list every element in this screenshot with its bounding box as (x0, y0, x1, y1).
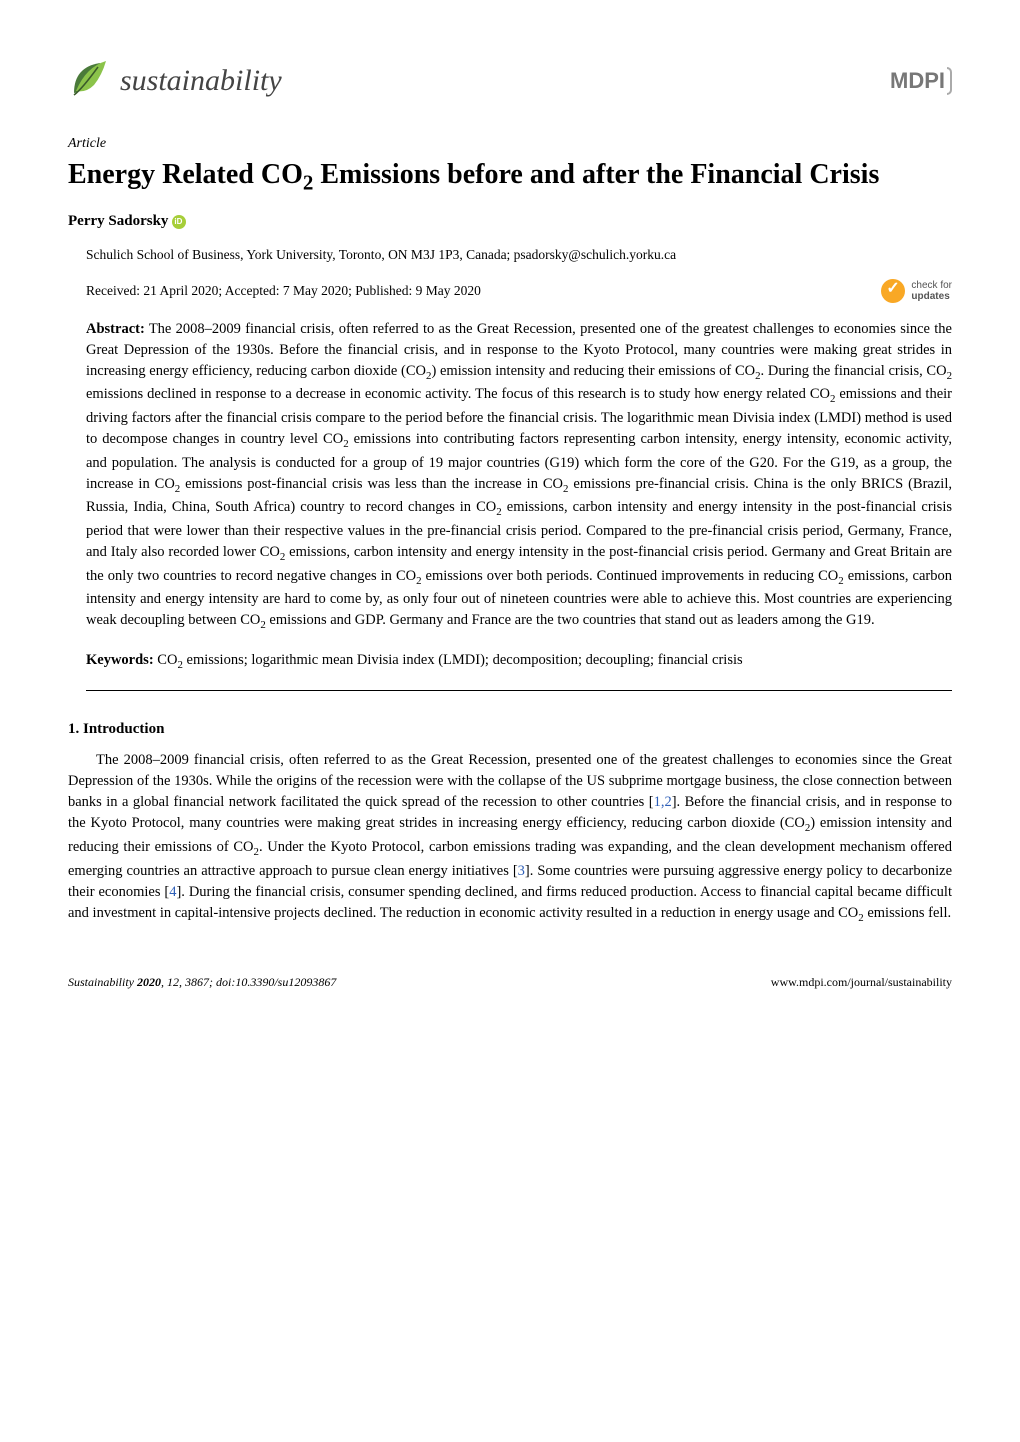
footer-journal-url: www.mdpi.com/journal/sustainability (771, 974, 952, 991)
abstract-text: The 2008–2009 financial crisis, often re… (86, 321, 952, 629)
author-name: Perry Sadorsky (68, 211, 168, 233)
header-row: sustainability MDPI (68, 55, 952, 106)
footer-citation: Sustainability 2020, 12, 3867; doi:10.33… (68, 974, 336, 991)
dates-row: Received: 21 April 2020; Accepted: 7 May… (68, 279, 952, 303)
journal-logo: sustainability (68, 55, 282, 106)
section-title: 1. Introduction (68, 719, 952, 741)
keywords-block: Keywords: CO2 emissions; logarithmic mea… (68, 650, 952, 674)
author-line: Perry Sadorsky (68, 211, 952, 233)
article-type: Article (68, 134, 952, 154)
keywords-text: CO2 emissions; logarithmic mean Divisia … (157, 652, 742, 668)
check-updates-line1: check for (911, 280, 952, 291)
section-divider (86, 690, 952, 691)
abstract-label: Abstract: (86, 321, 145, 337)
mdpi-bracket-icon (947, 67, 952, 95)
journal-name: sustainability (120, 59, 282, 103)
publisher-name: MDPI (890, 65, 945, 97)
check-updates-line2: updates (911, 291, 949, 302)
check-circle-icon (881, 279, 905, 303)
affiliation: Schulich School of Business, York Univer… (68, 245, 952, 265)
page-footer: Sustainability 2020, 12, 3867; doi:10.33… (68, 974, 952, 991)
check-updates-text: check for updates (911, 280, 952, 302)
abstract-block: Abstract: The 2008–2009 financial crisis… (68, 319, 952, 634)
leaf-icon (68, 55, 112, 106)
publisher-logo: MDPI (890, 65, 952, 97)
check-updates-badge[interactable]: check for updates (881, 279, 952, 303)
keywords-label: Keywords: (86, 652, 154, 668)
orcid-icon[interactable] (172, 215, 186, 229)
publication-dates: Received: 21 April 2020; Accepted: 7 May… (86, 281, 481, 301)
intro-paragraph: The 2008–2009 financial crisis, often re… (68, 750, 952, 926)
article-title: Energy Related CO2 Emissions before and … (68, 157, 952, 197)
